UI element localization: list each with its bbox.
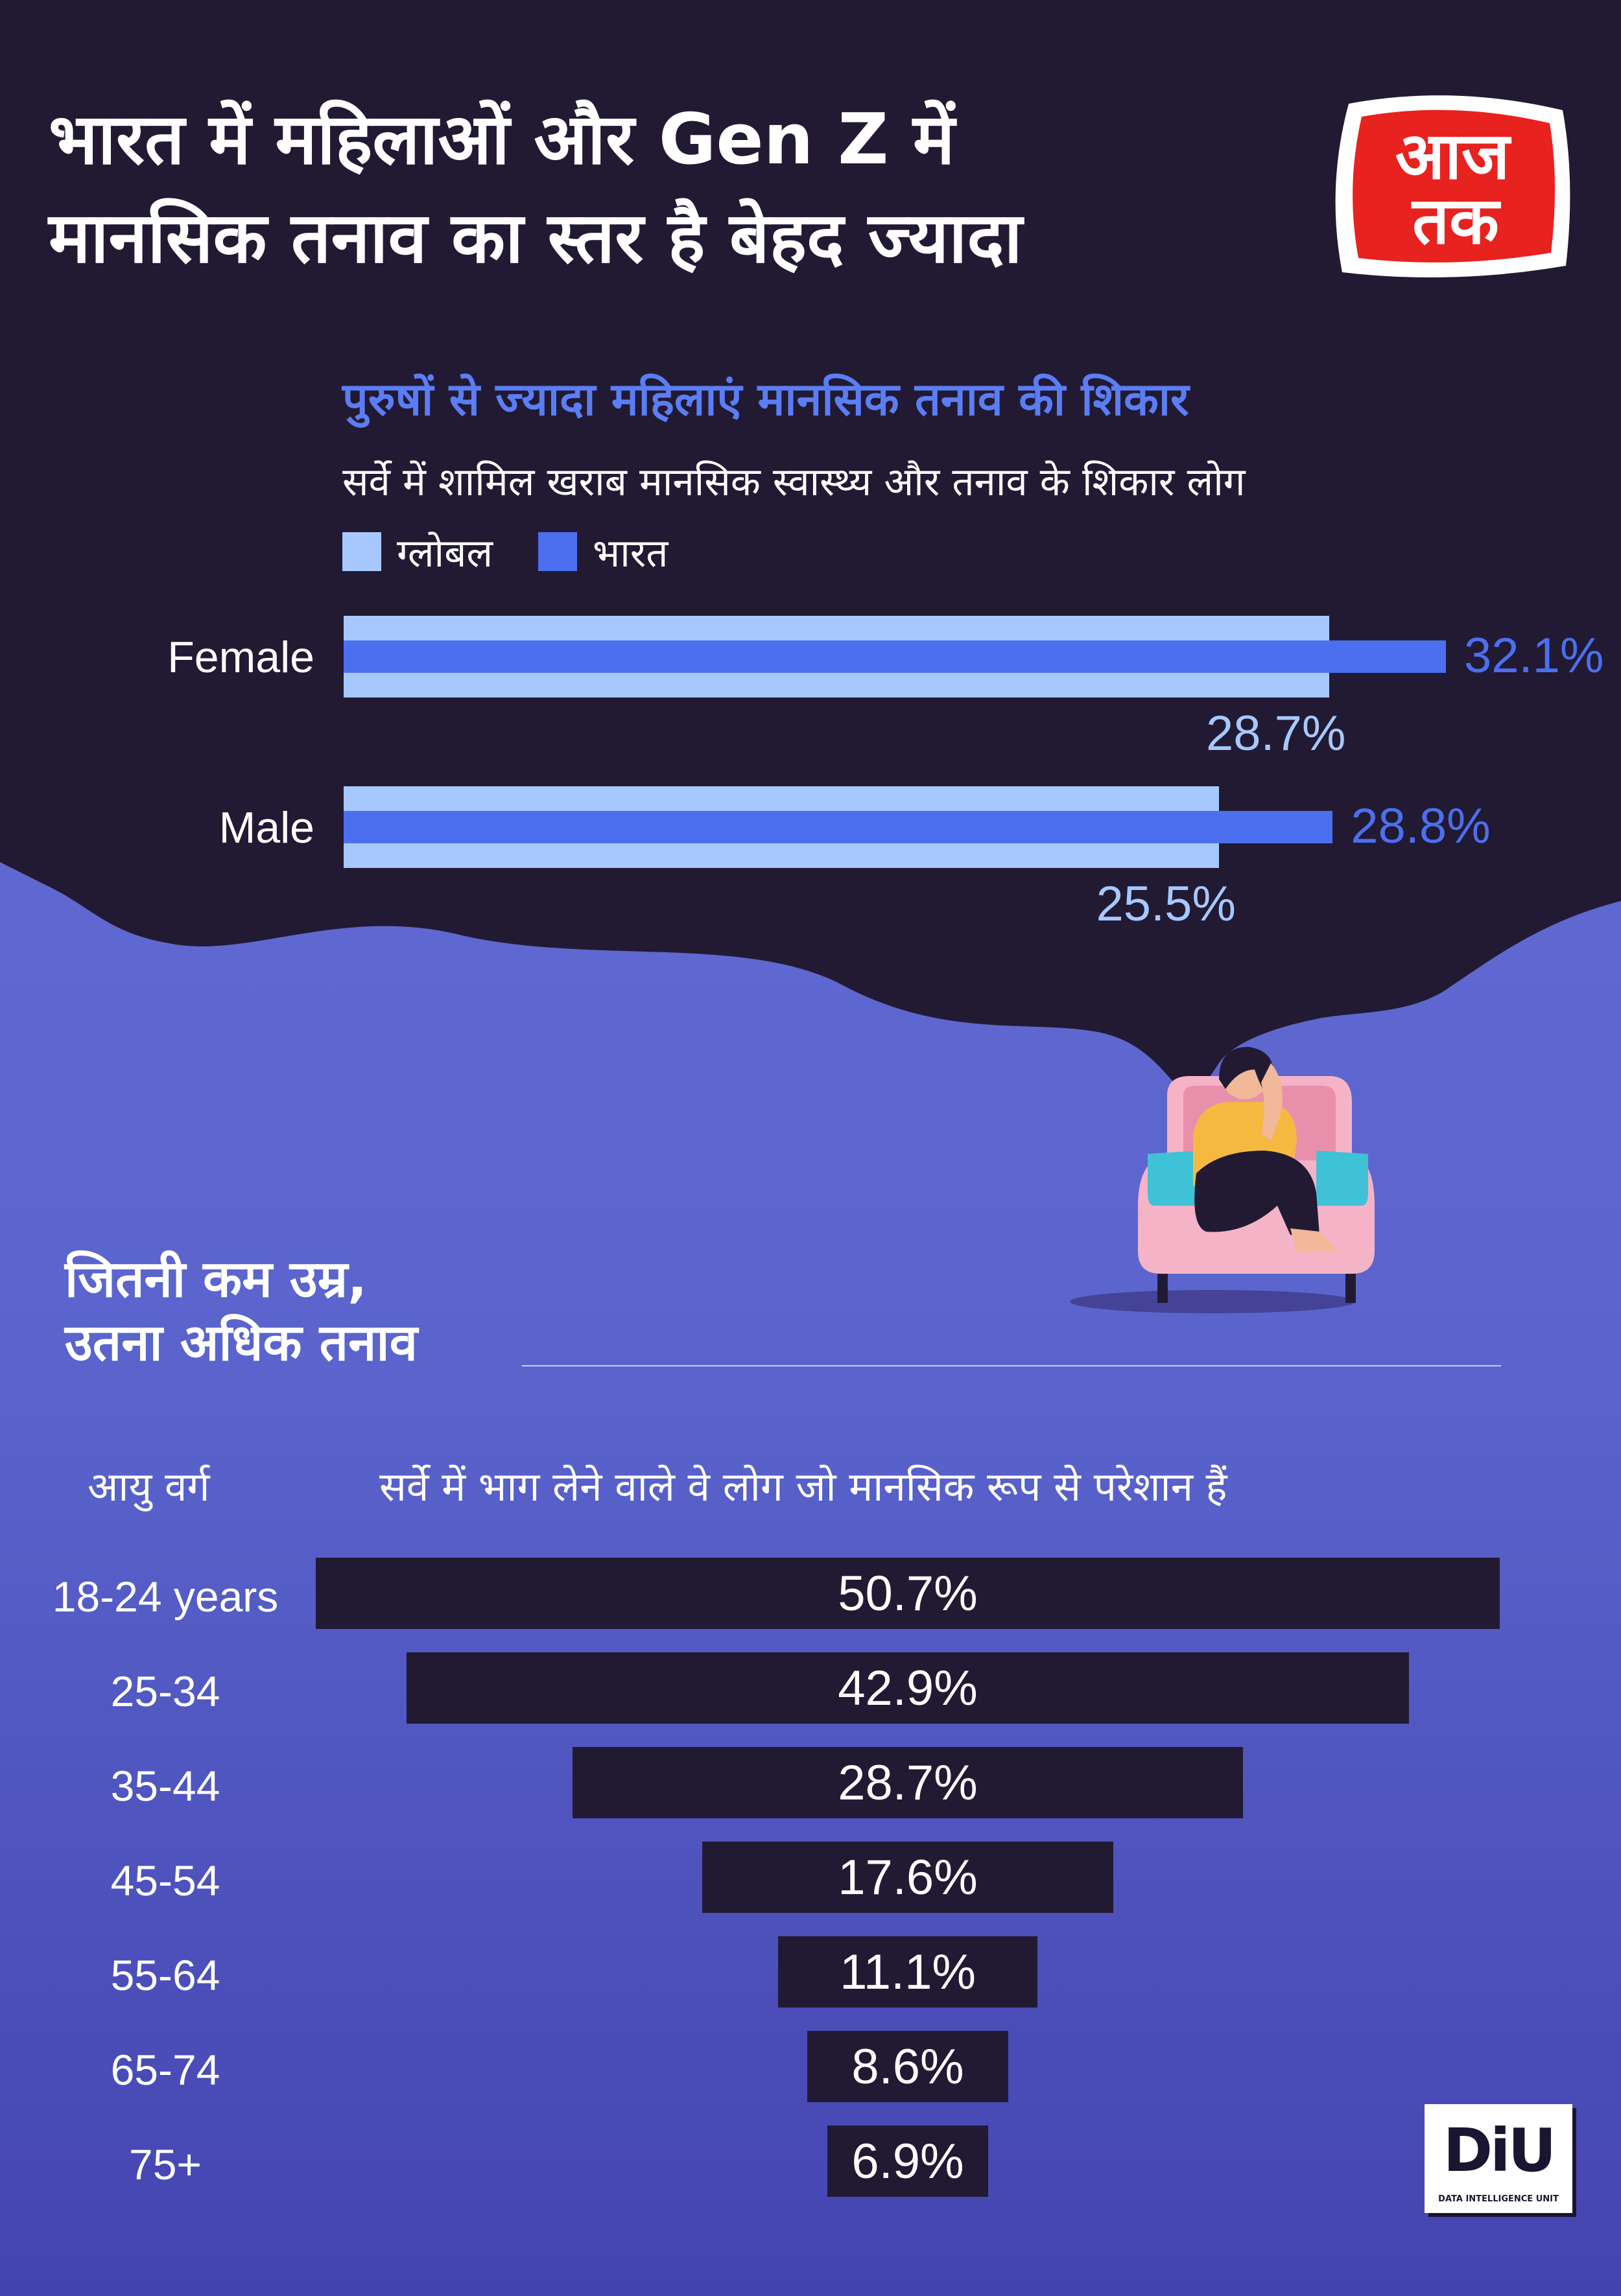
age-category-label: 55-64: [110, 1951, 220, 1999]
age-category-label: 18-24 years: [52, 1573, 279, 1621]
gender-chart-legend: ग्लोबल भारत: [342, 525, 700, 578]
age-bar: 11.1%: [778, 1936, 1037, 2008]
legend-label-global: ग्लोबल: [397, 531, 493, 576]
bar-india: [344, 640, 1446, 673]
title-line-2: मानसिक तनाव का स्तर है बेहद ज्यादा: [49, 198, 1023, 279]
page-title: भारत में महिलाओं और Gen Z में मानसिक तना…: [49, 91, 1281, 288]
diu-logo: DiU DATA INTELLIGENCE UNIT: [1425, 2104, 1572, 2213]
age-bar: 8.6%: [807, 2031, 1008, 2102]
gender-category-label: Female: [167, 633, 314, 682]
age-value-label: 50.7%: [838, 1565, 978, 1621]
age-category-label: 75+: [129, 2140, 202, 2188]
diu-logo-caption: DATA INTELLIGENCE UNIT: [1438, 2194, 1559, 2204]
age-column-header: आयु वर्ग: [88, 1463, 210, 1510]
age-chart-title: जितनी कम उम्र, उतना अधिक तनाव: [65, 1248, 418, 1375]
logo-text-line-2: तक: [1411, 183, 1501, 259]
age-value-label: 11.1%: [840, 1944, 976, 2000]
age-bar: 42.9%: [407, 1652, 1409, 1724]
age-bar: 6.9%: [827, 2126, 989, 2197]
aaj-tak-logo-icon: आज तक: [1335, 95, 1570, 277]
gender-chart-description: सर्वे में शामिल खराब मानसिक स्वास्थ्य और…: [342, 460, 1246, 505]
age-title-line-2: उतना अधिक तनाव: [65, 1314, 418, 1372]
value-label-india: 32.1%: [1464, 628, 1604, 683]
gender-category-label: Male: [219, 803, 314, 852]
legend-swatch-global: [342, 532, 381, 571]
value-label-india: 28.8%: [1351, 799, 1491, 854]
gender-chart-subtitle: पुरुषों से ज्यादा महिलाएं मानसिक तनाव की…: [342, 373, 1189, 426]
value-label-global: 25.5%: [1096, 876, 1236, 931]
age-value-label: 6.9%: [851, 2133, 964, 2189]
legend-label-india: भारत: [593, 531, 669, 576]
bar-india: [344, 811, 1333, 843]
logo-text-line-1: आज: [1395, 118, 1512, 194]
legend-item-india: भारत: [538, 525, 669, 578]
title-line-1: भारत में महिलाओं और Gen Z में: [49, 99, 955, 180]
age-category-label: 45-54: [110, 1857, 220, 1904]
age-title-line-1: जितनी कम उम्र,: [65, 1250, 367, 1309]
age-value-label: 17.6%: [838, 1849, 978, 1905]
age-category-label: 65-74: [110, 2046, 220, 2094]
age-bar: 50.7%: [316, 1558, 1500, 1629]
value-column-header: सर्वे में भाग लेने वाले वे लोग जो मानसिक…: [379, 1463, 1227, 1510]
age-category-label: 35-44: [110, 1762, 220, 1810]
age-bar: 17.6%: [702, 1842, 1113, 1913]
diu-logo-text: DiU: [1443, 2116, 1557, 2185]
age-value-label: 42.9%: [838, 1660, 978, 1716]
title-divider: [522, 1365, 1501, 1366]
legend-swatch-india: [538, 532, 578, 571]
age-value-label: 28.7%: [838, 1755, 978, 1810]
value-label-global: 28.7%: [1205, 706, 1346, 761]
legend-item-global: ग्लोबल: [342, 525, 493, 578]
age-value-label: 8.6%: [851, 2039, 964, 2094]
age-bar: 28.7%: [573, 1747, 1243, 1818]
stressed-woman-illustration: [1070, 1047, 1375, 1313]
age-category-label: 25-34: [110, 1667, 220, 1715]
